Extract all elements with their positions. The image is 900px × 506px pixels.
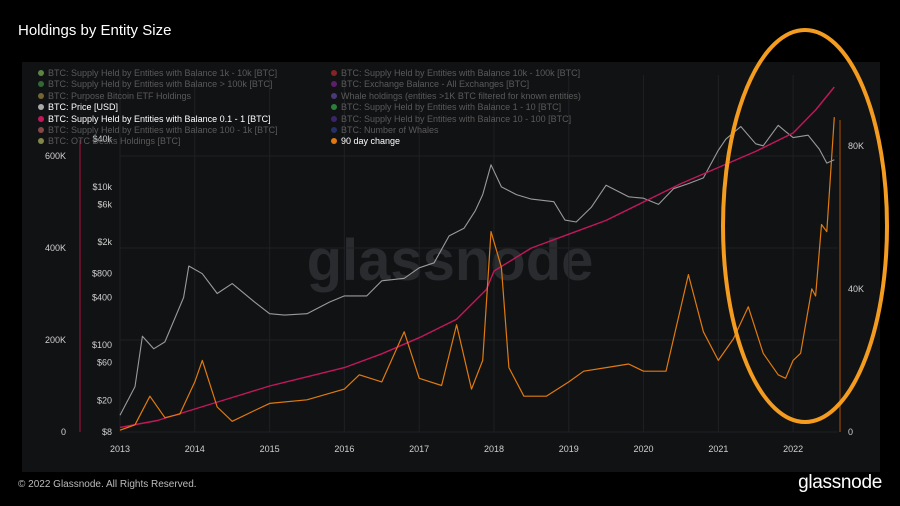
legend-dot-icon xyxy=(38,70,44,76)
ninety-day-change-line xyxy=(119,117,835,431)
legend-label: BTC: Number of Whales xyxy=(341,125,439,135)
legend-item[interactable]: Whale holdings (entities >1K BTC filtere… xyxy=(331,90,581,102)
x-tick-label: 2016 xyxy=(334,444,354,454)
legend-dot-icon xyxy=(38,81,44,88)
legend-label: BTC: Purpose Bitcoin ETF Holdings xyxy=(48,90,192,101)
legend-dot-icon xyxy=(331,92,337,99)
x-tick-label: 2019 xyxy=(559,444,579,454)
brand-logo: glassnode xyxy=(798,472,882,493)
legend-dot-icon xyxy=(38,115,44,122)
watermark: glassnode xyxy=(307,228,594,293)
legend-item[interactable]: BTC: Exchange Balance - All Exchanges [B… xyxy=(331,78,529,90)
legend-item[interactable]: BTC: Supply Held by Entities with Balanc… xyxy=(331,101,561,113)
x-tick-label: 2017 xyxy=(409,444,429,454)
copyright-text: © 2022 Glassnode. All Rights Reserved. xyxy=(18,479,197,490)
price-tick-label: $100 xyxy=(92,340,112,350)
legend-item[interactable]: BTC: Number of Whales xyxy=(331,124,439,136)
legend-item[interactable]: BTC: Supply Held by Entities with Balanc… xyxy=(38,113,271,125)
y-left-tick-label: 200K xyxy=(45,335,66,345)
y-left-tick-label: 600K xyxy=(45,151,66,161)
x-tick-label: 2018 xyxy=(484,444,504,454)
price-tick-label: $6k xyxy=(97,199,112,209)
legend-dot-icon xyxy=(331,138,337,145)
page-title: Holdings by Entity Size xyxy=(18,22,172,39)
legend-label: BTC: Supply Held by Entities with Balanc… xyxy=(48,113,271,124)
legend-label: BTC: Supply Held by Entities with Balanc… xyxy=(48,79,273,90)
legend-dot-icon xyxy=(38,104,44,111)
legend-item[interactable]: BTC: Supply Held by Entities with Balanc… xyxy=(38,67,277,79)
legend-item[interactable]: BTC: Supply Held by Entities with Balanc… xyxy=(331,113,571,125)
legend-dot-icon xyxy=(331,115,337,122)
legend-dot-icon xyxy=(38,127,44,133)
legend-label: BTC: Supply Held by Entities with Balanc… xyxy=(341,68,581,78)
x-tick-label: 2014 xyxy=(185,444,205,454)
x-tick-label: 2020 xyxy=(634,444,654,454)
x-tick-label: 2021 xyxy=(708,444,728,454)
legend-dot-icon xyxy=(331,81,337,88)
price-tick-label: $8 xyxy=(102,427,112,437)
legend-label: BTC: Supply Held by Entities with Balanc… xyxy=(48,125,278,135)
price-tick-label: $400 xyxy=(92,293,112,303)
legend-label: BTC: Exchange Balance - All Exchanges [B… xyxy=(341,79,530,90)
legend-label: BTC: Supply Held by Entities with Balanc… xyxy=(341,102,562,113)
legend-dot-icon xyxy=(331,70,337,76)
legend-dot-icon xyxy=(38,138,44,145)
legend-dot-icon xyxy=(331,104,337,111)
price-tick-label: $800 xyxy=(92,269,112,279)
legend-label: BTC: Price [USD] xyxy=(48,102,119,113)
x-tick-label: 2022 xyxy=(783,444,803,454)
y-right-tick-label: 0 xyxy=(848,427,853,437)
legend-item[interactable]: BTC: OTC Desks Holdings [BTC] xyxy=(38,135,181,147)
legend-label: BTC: OTC Desks Holdings [BTC] xyxy=(48,136,181,147)
legend-label: 90 day change xyxy=(341,136,401,147)
price-tick-label: $60 xyxy=(97,358,112,368)
legend-label: Whale holdings (entities >1K BTC filtere… xyxy=(341,90,581,101)
legend-item[interactable]: BTC: Purpose Bitcoin ETF Holdings xyxy=(38,90,191,102)
y-right-tick-label: 40K xyxy=(848,284,864,294)
y-right-tick-label: 80K xyxy=(848,141,864,151)
legend-dot-icon xyxy=(38,92,44,99)
y-left-tick-label: 400K xyxy=(45,243,66,253)
price-tick-label: $2k xyxy=(97,237,112,247)
price-tick-label: $20 xyxy=(97,396,112,406)
price-line xyxy=(119,124,835,416)
price-tick-label: $10k xyxy=(92,182,112,192)
legend-item[interactable]: BTC: Supply Held by Entities with Balanc… xyxy=(331,67,580,79)
legend-label: BTC: Supply Held by Entities with Balanc… xyxy=(341,113,572,124)
legend-item[interactable]: 90 day change xyxy=(331,135,400,147)
x-tick-label: 2013 xyxy=(110,444,130,454)
price-tick-label: $40k xyxy=(92,134,112,144)
x-tick-label: 2015 xyxy=(260,444,280,454)
legend-item[interactable]: BTC: Supply Held by Entities with Balanc… xyxy=(38,124,278,136)
legend-label: BTC: Supply Held by Entities with Balanc… xyxy=(48,68,278,78)
y-left-tick-label: 0 xyxy=(61,427,66,437)
supply-0.1-1-line xyxy=(119,86,835,429)
highlight-ellipse xyxy=(721,28,889,424)
legend-item[interactable]: BTC: Price [USD] xyxy=(38,101,118,113)
legend-item[interactable]: BTC: Supply Held by Entities with Balanc… xyxy=(38,78,272,90)
legend-dot-icon xyxy=(331,127,337,133)
